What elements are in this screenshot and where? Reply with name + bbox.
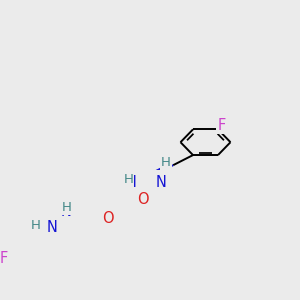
- Text: F: F: [218, 118, 226, 133]
- Text: H: H: [123, 173, 133, 186]
- Text: F: F: [0, 251, 8, 266]
- Text: N: N: [61, 204, 71, 219]
- Text: O: O: [137, 192, 149, 207]
- Text: H: H: [61, 201, 71, 214]
- Text: N: N: [155, 175, 167, 190]
- Text: N: N: [46, 220, 57, 235]
- Text: N: N: [125, 175, 136, 190]
- Text: O: O: [102, 211, 114, 226]
- Text: H: H: [31, 219, 40, 232]
- Text: H: H: [161, 156, 171, 169]
